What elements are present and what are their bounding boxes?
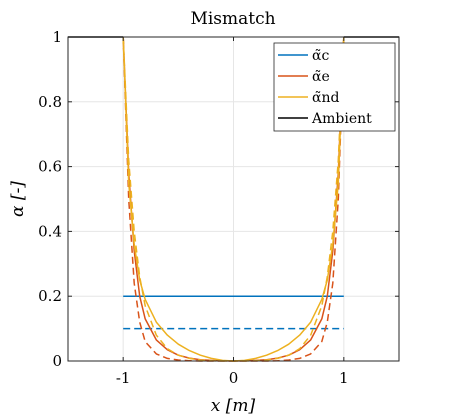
legend-label: Ambient (311, 111, 372, 127)
legend-label: α̃c (312, 48, 329, 64)
chart-title: Mismatch (190, 9, 275, 29)
y-tick-label: 0.6 (38, 158, 62, 176)
y-axis-label: α [-] (8, 181, 28, 217)
legend: α̃c α̃e α̃nd Ambient (273, 42, 396, 132)
legend-label: α̃e (312, 69, 330, 85)
legend-box (273, 42, 396, 132)
y-tick-label: 0.2 (38, 287, 62, 305)
y-tick-label: 0 (52, 352, 62, 370)
ticks: -1 0 1 0 0.2 0.4 0.6 0.8 1 (38, 28, 399, 387)
x-tick-label: -1 (116, 369, 131, 387)
x-axis-label: x [m] (211, 396, 256, 416)
x-tick-label: 1 (339, 369, 349, 387)
y-tick-label: 1 (52, 28, 62, 46)
x-tick-label: 0 (229, 369, 239, 387)
legend-label: α̃nd (312, 90, 339, 106)
y-tick-label: 0.4 (38, 222, 62, 240)
y-tick-label: 0.8 (38, 93, 62, 111)
